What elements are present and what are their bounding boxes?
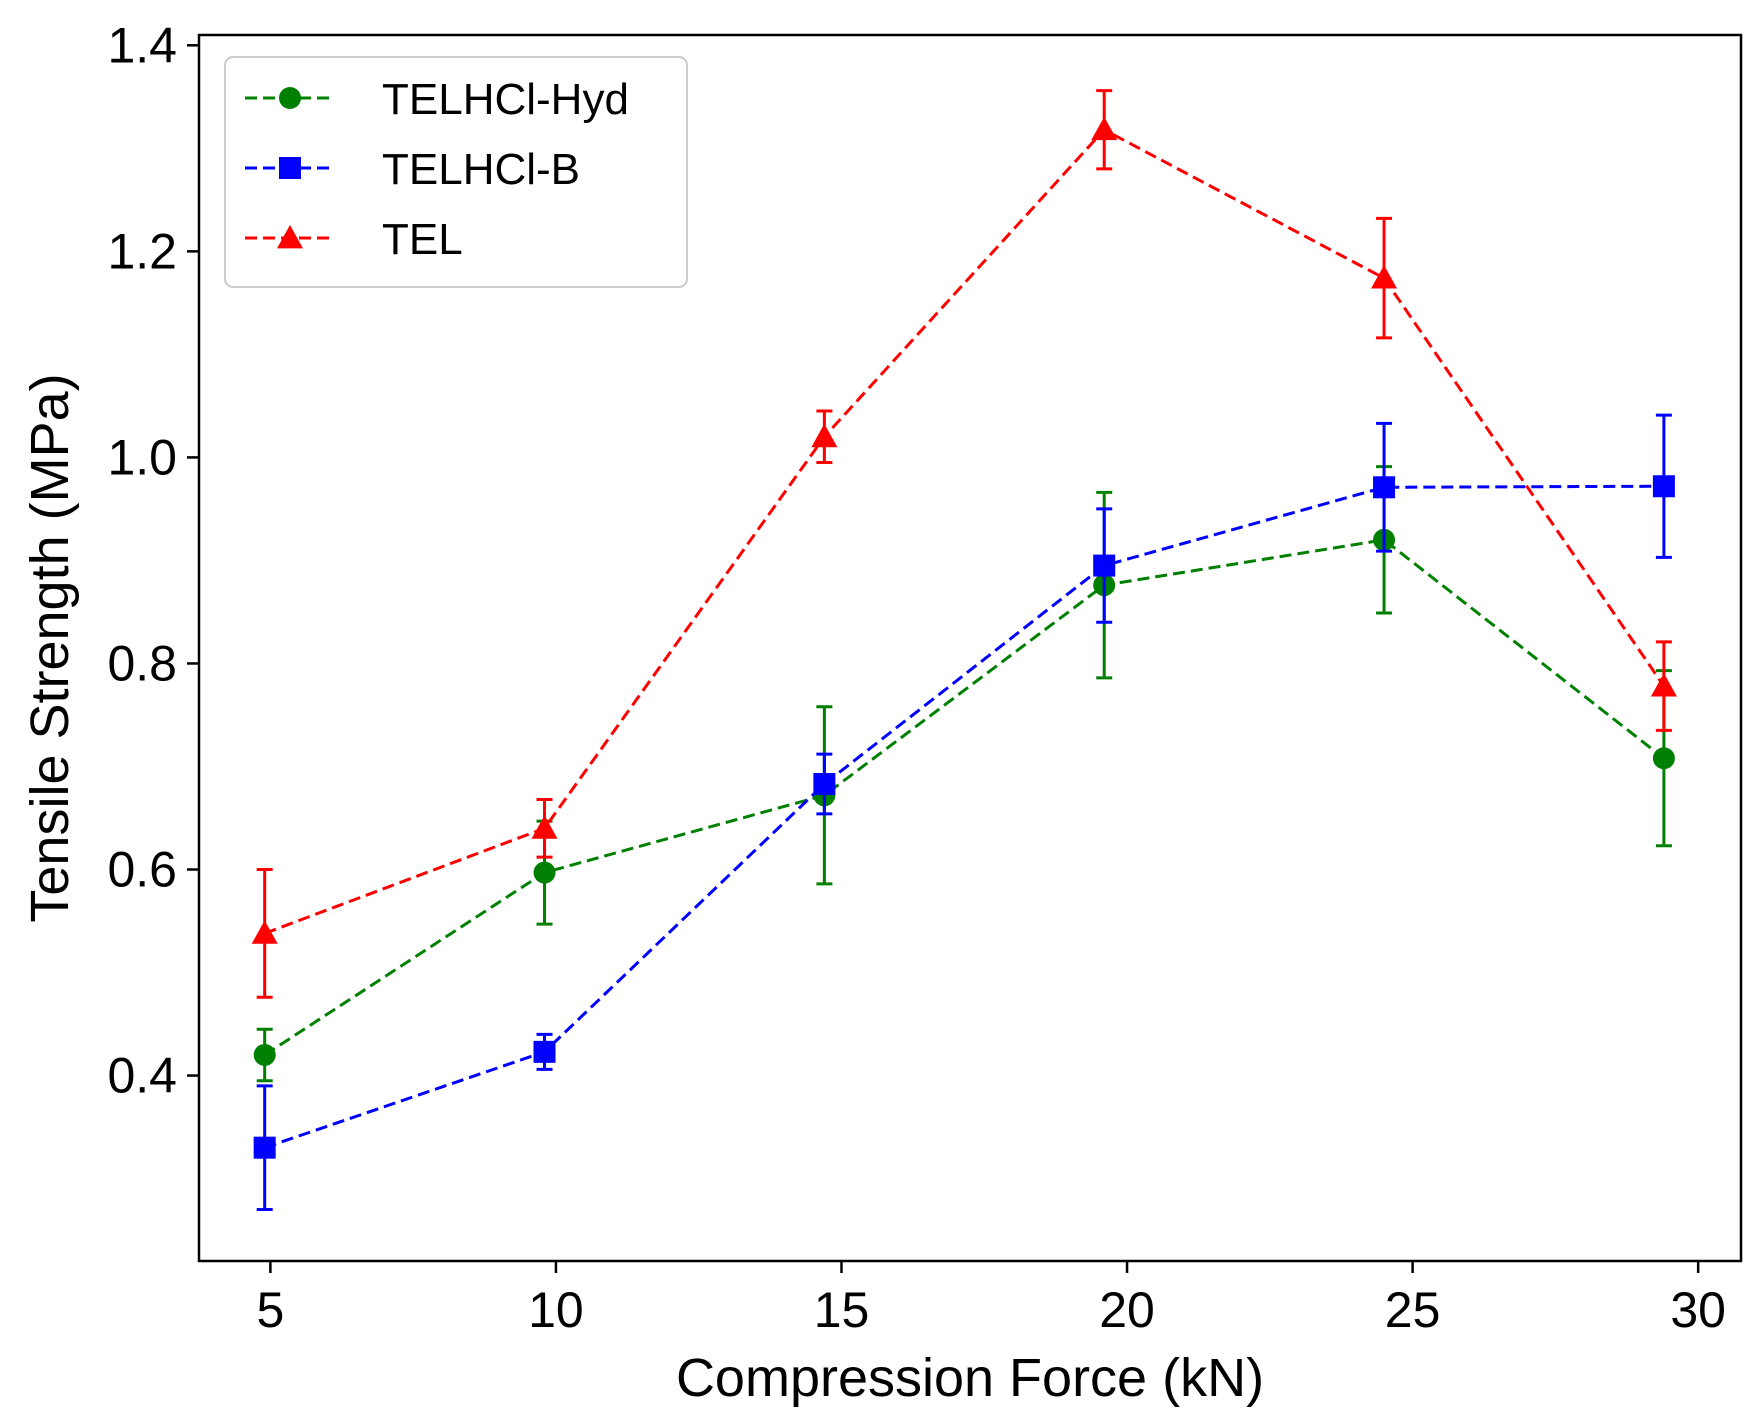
data-point [253,1136,276,1159]
data-point [1093,554,1116,577]
y-axis-label: Tensile Strength (MPa) [20,373,80,922]
y-tick-label: 0.4 [107,1048,177,1104]
legend-marker [279,87,301,109]
data-series [251,89,1677,1211]
legend-label: TELHCl-Hyd [382,75,629,124]
x-axis-label: Compression Force (kN) [676,1348,1264,1408]
legend-entry: TELHCl-Hyd [245,75,629,124]
series-line [263,538,1665,1057]
legend-entry: TEL [245,215,463,264]
data-point [1650,673,1677,697]
data-point [251,920,278,944]
data-point [1652,747,1675,770]
legend-label: TEL [382,215,463,264]
series-TELHCl-Hyd [253,465,1675,1083]
data-point [533,1040,556,1063]
series-line [264,127,1666,935]
axis-ticks: 5 10 15 20 25 30 0.4 0.6 0.8 1.0 1.2 1.4 [107,17,1725,1338]
legend-box [224,56,688,288]
x-tick-label: 5 [256,1282,284,1338]
x-tick-label: 25 [1385,1282,1441,1338]
data-point [1373,476,1396,499]
legend: TELHCl-Hyd TELHCl-B TEL [224,56,688,288]
y-tick-label: 0.8 [107,635,177,691]
legend-entry: TELHCl-B [245,145,580,194]
data-point [813,772,836,795]
data-point [811,423,838,448]
series-TEL [251,89,1677,999]
legend-marker [279,157,301,179]
data-point [253,1043,276,1066]
data-point [1091,116,1118,141]
data-point [533,861,556,884]
series-line [264,484,1664,1150]
data-point [531,815,558,839]
series-TELHCl-B [253,413,1675,1211]
y-tick-label: 0.6 [107,842,177,898]
legend-label: TELHCl-B [382,145,580,194]
legend-marker [277,225,303,249]
data-point [1371,265,1398,289]
x-tick-label: 30 [1670,1282,1726,1338]
data-point [1652,475,1675,498]
x-tick-label: 15 [814,1282,870,1338]
x-tick-label: 10 [528,1282,584,1338]
y-tick-label: 1.4 [107,17,177,73]
y-tick-label: 1.2 [107,223,177,279]
y-tick-label: 1.0 [107,429,177,485]
legend-entries: TELHCl-Hyd TELHCl-B TEL [245,75,629,264]
x-tick-label: 20 [1099,1282,1155,1338]
